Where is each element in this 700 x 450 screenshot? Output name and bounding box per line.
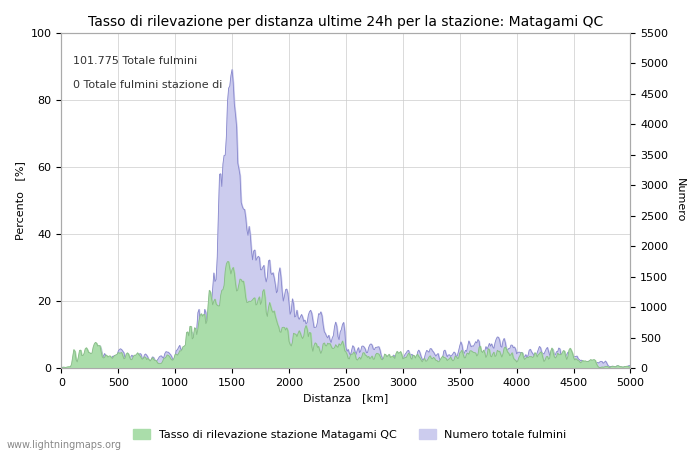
Text: 101.775 Totale fulmini: 101.775 Totale fulmini	[73, 56, 197, 67]
Text: 0 Totale fulmini stazione di: 0 Totale fulmini stazione di	[73, 80, 222, 90]
X-axis label: Distanza   [km]: Distanza [km]	[303, 393, 389, 404]
Text: www.lightningmaps.org: www.lightningmaps.org	[7, 440, 122, 450]
Y-axis label: Numero: Numero	[675, 178, 685, 223]
Legend: Tasso di rilevazione stazione Matagami QC, Numero totale fulmini: Tasso di rilevazione stazione Matagami Q…	[129, 425, 571, 445]
Title: Tasso di rilevazione per distanza ultime 24h per la stazione: Matagami QC: Tasso di rilevazione per distanza ultime…	[88, 15, 603, 29]
Y-axis label: Percento   [%]: Percento [%]	[15, 161, 25, 240]
